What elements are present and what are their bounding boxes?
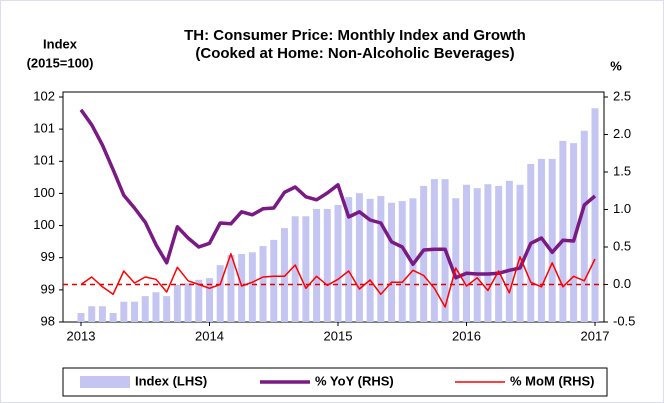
chart-subtitle: (Cooked at Home: Non-Alcoholic Beverages… <box>195 45 514 62</box>
bar <box>366 198 374 322</box>
bar <box>302 216 310 322</box>
bar <box>248 252 256 322</box>
bar <box>323 208 331 322</box>
bar <box>88 306 96 322</box>
bar <box>345 197 353 322</box>
bar <box>377 196 385 322</box>
bar <box>591 108 599 322</box>
bar <box>184 283 192 322</box>
x-tick-label: 2015 <box>324 328 353 343</box>
bar <box>280 228 288 322</box>
yticks-label: 100 <box>33 217 55 232</box>
bar <box>484 184 492 322</box>
bar <box>420 185 428 322</box>
legend <box>62 367 608 397</box>
yticks-label: 101 <box>33 153 55 168</box>
y2ticks-label: 0.0 <box>613 276 631 291</box>
bar <box>152 292 160 322</box>
x-tick-label: 2013 <box>67 328 96 343</box>
y2-axis-label: % <box>610 58 622 73</box>
chart-title: TH: Consumer Price: Monthly Index and Gr… <box>184 27 526 44</box>
yticks-label: 101 <box>33 121 55 136</box>
bar <box>173 284 181 322</box>
bar <box>163 296 171 322</box>
y2ticks-label: 1.0 <box>613 201 631 216</box>
bar <box>109 313 117 322</box>
yticks-label: 102 <box>33 88 55 103</box>
x-tick-label: 2017 <box>581 328 610 343</box>
bar <box>452 198 460 322</box>
x-tick-label: 2014 <box>195 328 224 343</box>
x-tick-label: 2016 <box>452 328 481 343</box>
legend-swatch <box>80 376 130 388</box>
legend-label: Index (LHS) <box>135 373 207 388</box>
bar <box>398 201 406 322</box>
y2ticks-label: -0.5 <box>613 313 635 328</box>
bar <box>216 265 224 322</box>
bar <box>291 216 299 322</box>
plot-area <box>62 91 605 323</box>
bar <box>238 253 246 322</box>
y2ticks-label: 0.5 <box>613 238 631 253</box>
bar <box>195 279 203 322</box>
bar <box>516 184 524 322</box>
bar <box>131 301 139 322</box>
yticks-label: 100 <box>33 185 55 200</box>
yticks-label: 99 <box>41 281 55 296</box>
bar <box>77 313 85 322</box>
yticks-label: 99 <box>41 249 55 264</box>
y-axis-label: Index <box>43 36 78 51</box>
bar <box>120 301 128 322</box>
bar <box>548 158 556 322</box>
bar <box>98 306 106 322</box>
bar <box>355 193 363 322</box>
bar <box>463 184 470 322</box>
bar <box>388 202 396 322</box>
line-series <box>80 253 596 308</box>
bar <box>409 198 417 322</box>
bar <box>570 143 578 322</box>
line-series <box>79 108 597 280</box>
bar <box>270 239 278 322</box>
bar <box>206 278 213 322</box>
bar <box>227 255 235 322</box>
bar <box>559 140 567 322</box>
legend-label: % MoM (RHS) <box>510 373 595 388</box>
bar <box>505 180 513 322</box>
yticks-label: 98 <box>41 313 55 328</box>
bar <box>334 205 342 322</box>
bar <box>580 130 588 322</box>
y2ticks-label: 1.5 <box>613 163 631 178</box>
bar <box>313 208 321 322</box>
bar <box>473 188 481 322</box>
bar <box>141 296 149 322</box>
y2ticks-label: 2.5 <box>613 88 631 103</box>
bar <box>495 185 503 322</box>
y2ticks-label: 2.0 <box>613 126 631 141</box>
legend-label: % YoY (RHS) <box>315 373 394 388</box>
y-axis-label: (2015=100) <box>27 55 94 70</box>
